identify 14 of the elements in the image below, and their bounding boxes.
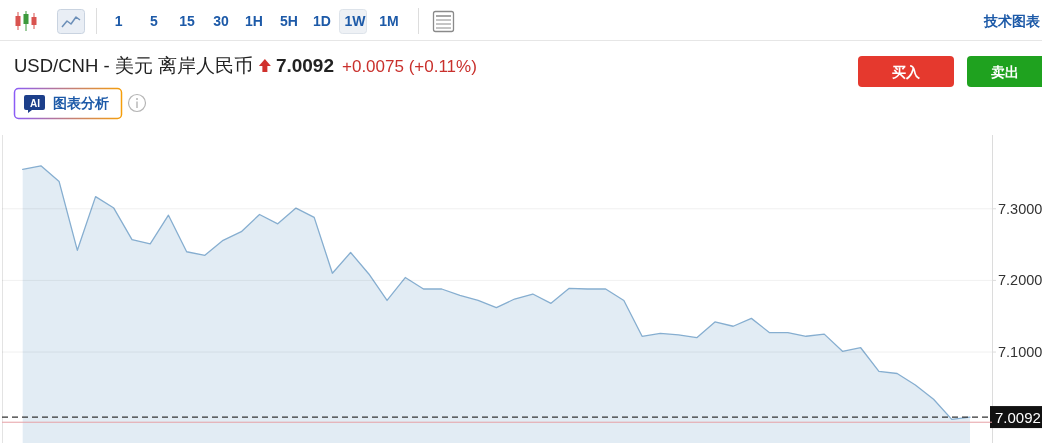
- text: 7.0092: [275, 55, 334, 76]
- badge-ai: AI: [24, 95, 45, 113]
- y-tick-label: 7.2000: [998, 272, 1042, 289]
- y-tick-label: 7.3000: [998, 200, 1042, 217]
- button-buy: 买入: [858, 56, 954, 87]
- ref-line-label: 7.0092: [995, 408, 1041, 426]
- period-selector: 1 5 15 30 1H 5H 1D 1W 1M: [114, 9, 399, 34]
- button-sell: 卖出: [967, 56, 1042, 87]
- text: +0.0075 (+0.11%): [342, 57, 477, 76]
- chart-title: USD/CNH - 美元 离岸人民币: [14, 55, 253, 76]
- text: 技术图表: [983, 13, 1041, 29]
- button-ai-analysis: AI 图表分析: [13, 87, 123, 120]
- y-tick-label: 7.1000: [998, 344, 1042, 361]
- price-marker: 7.0092: [990, 406, 1042, 429]
